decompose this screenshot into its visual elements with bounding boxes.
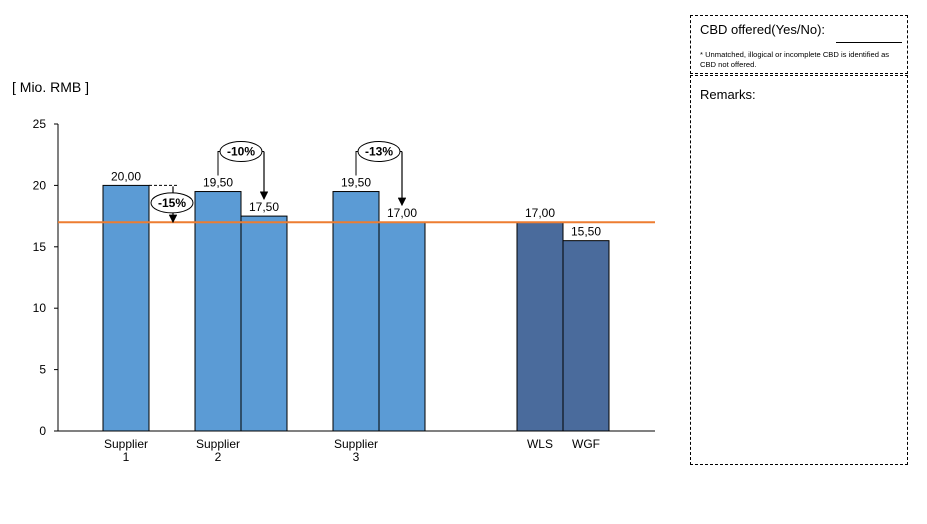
y-tick-label: 25: [33, 117, 47, 131]
bar-value-label: 17,50: [249, 200, 279, 214]
x-category-label: Supplier: [334, 437, 378, 451]
bar-value-label: 17,00: [387, 206, 417, 220]
bar: [240, 215, 288, 432]
cbd-offered-panel: CBD offered(Yes/No): * Unmatched, illogi…: [690, 15, 908, 74]
bar-value-label: 19,50: [203, 176, 233, 190]
cbd-footnote: * Unmatched, illogical or incomplete CBD…: [700, 50, 890, 69]
y-tick-label: 5: [39, 363, 46, 377]
remarks-title: Remarks:: [700, 87, 756, 102]
x-category-label: 3: [353, 450, 360, 464]
x-category-label: WGF: [572, 437, 600, 451]
cbd-answer-line: [836, 42, 902, 43]
x-category-label: 2: [215, 450, 222, 464]
annotation-bubble: [219, 141, 263, 163]
bar: [194, 191, 242, 432]
x-category-label: 1: [123, 450, 130, 464]
bar: [516, 221, 564, 432]
annotation-label: -10%: [227, 145, 255, 159]
bar: [332, 191, 380, 432]
annotation-bubble: [150, 192, 194, 214]
y-tick-label: 10: [33, 301, 47, 315]
bar-value-label: 20,00: [111, 169, 141, 183]
bar-value-label: 15,50: [571, 225, 601, 239]
bar: [102, 184, 150, 432]
annotation-bubble: [357, 141, 401, 163]
y-axis-unit-label: [ Mio. RMB ]: [12, 79, 90, 95]
y-tick-label: 20: [33, 178, 47, 192]
x-category-label: WLS: [527, 437, 553, 451]
remarks-panel: Remarks:: [690, 75, 908, 465]
y-tick-label: 15: [33, 240, 47, 254]
y-tick-label: 0: [39, 424, 46, 438]
cbd-offered-title: CBD offered(Yes/No):: [700, 22, 826, 37]
x-category-label: Supplier: [196, 437, 240, 451]
bar-value-label: 19,50: [341, 176, 371, 190]
bar-value-label: 17,00: [525, 206, 555, 220]
annotation-label: -15%: [158, 196, 186, 210]
bar: [378, 221, 426, 432]
x-category-label: Supplier: [104, 437, 148, 451]
bar: [562, 240, 610, 432]
annotation-label: -13%: [365, 145, 393, 159]
